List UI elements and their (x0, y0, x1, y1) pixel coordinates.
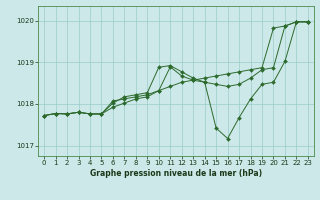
X-axis label: Graphe pression niveau de la mer (hPa): Graphe pression niveau de la mer (hPa) (90, 169, 262, 178)
